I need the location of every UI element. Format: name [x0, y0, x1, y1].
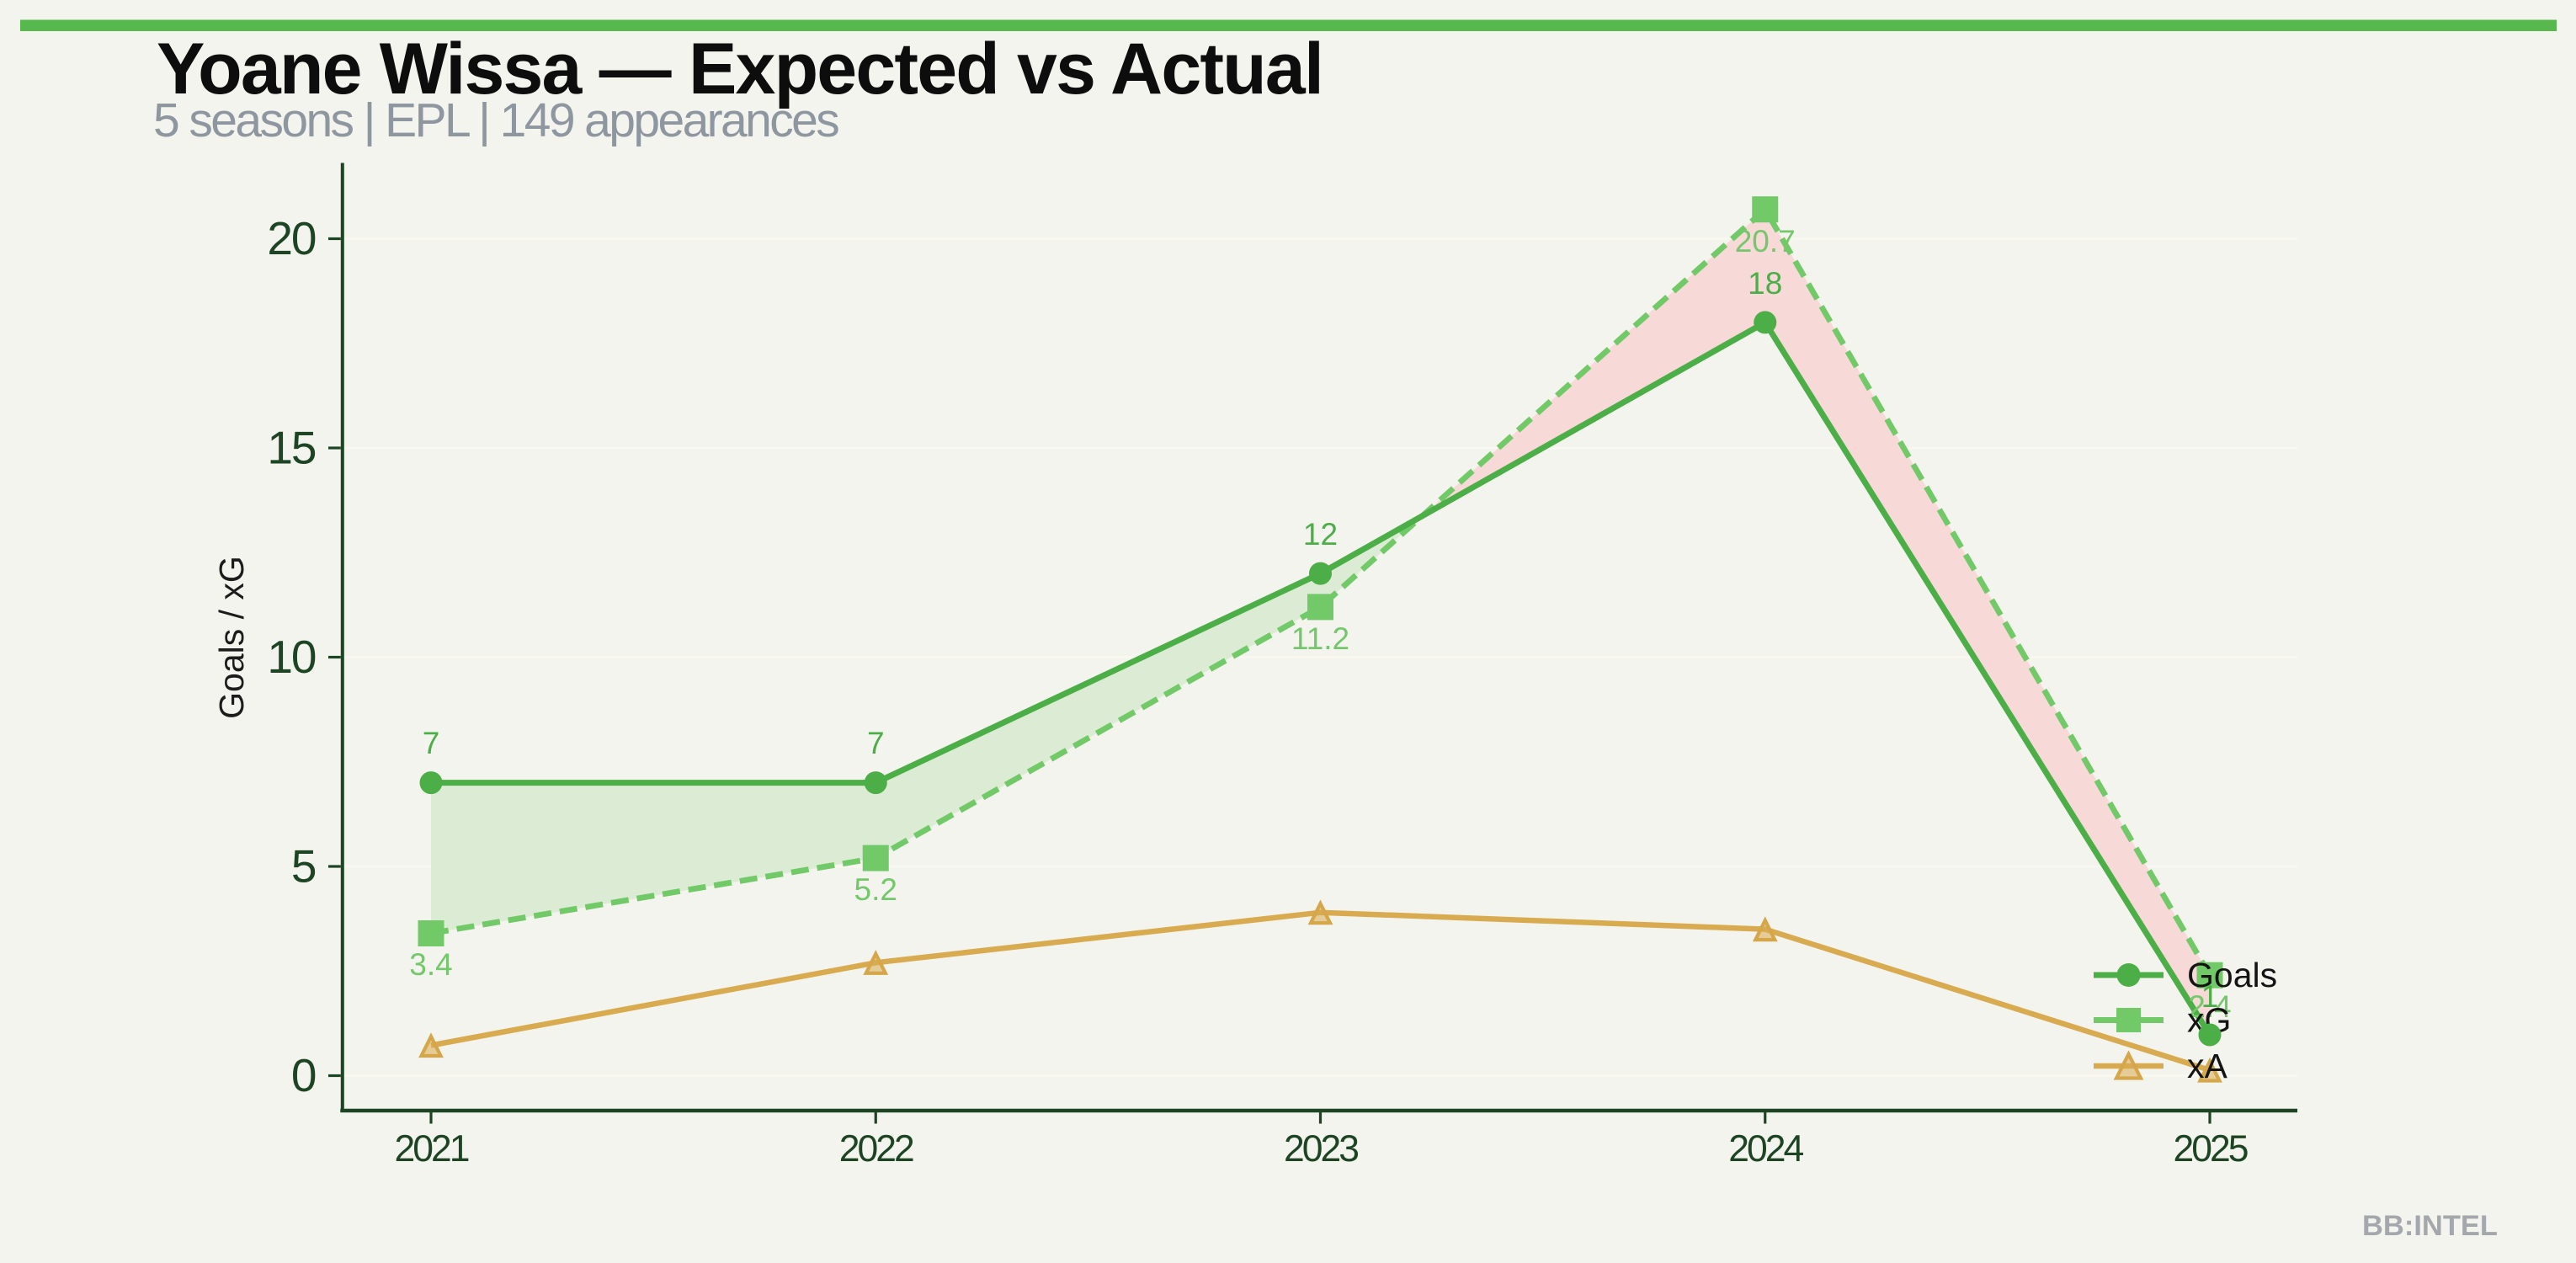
- svg-text:3.4: 3.4: [409, 947, 452, 982]
- svg-text:5 seasons | EPL | 149 appearan: 5 seasons | EPL | 149 appearances: [153, 93, 838, 147]
- svg-text:7: 7: [423, 726, 440, 760]
- svg-text:11.2: 11.2: [1291, 621, 1349, 656]
- svg-text:12: 12: [1303, 517, 1338, 552]
- svg-text:2.4: 2.4: [2188, 989, 2231, 1024]
- svg-text:xA: xA: [2187, 1047, 2228, 1085]
- svg-text:1: 1: [2201, 979, 2219, 1014]
- svg-text:7: 7: [867, 726, 885, 760]
- svg-text:15: 15: [267, 422, 316, 474]
- svg-text:20.7: 20.7: [1735, 224, 1796, 258]
- svg-text:Goals: Goals: [2187, 956, 2277, 994]
- svg-text:Yoane Wissa — Expected vs Actu: Yoane Wissa — Expected vs Actual: [157, 29, 1323, 109]
- svg-text:2023: 2023: [1284, 1128, 1358, 1170]
- svg-text:10: 10: [267, 631, 316, 683]
- svg-text:Goals / xG: Goals / xG: [212, 556, 251, 719]
- svg-text:2021: 2021: [395, 1128, 469, 1170]
- svg-text:5: 5: [291, 840, 316, 893]
- svg-text:2025: 2025: [2174, 1128, 2248, 1170]
- svg-text:BB:INTEL: BB:INTEL: [2362, 1210, 2498, 1242]
- svg-text:5.2: 5.2: [854, 872, 897, 907]
- svg-text:18: 18: [1748, 266, 1782, 301]
- svg-text:2022: 2022: [839, 1128, 913, 1170]
- svg-text:20: 20: [267, 212, 316, 264]
- svg-text:0: 0: [291, 1049, 316, 1101]
- svg-text:2024: 2024: [1728, 1128, 1803, 1170]
